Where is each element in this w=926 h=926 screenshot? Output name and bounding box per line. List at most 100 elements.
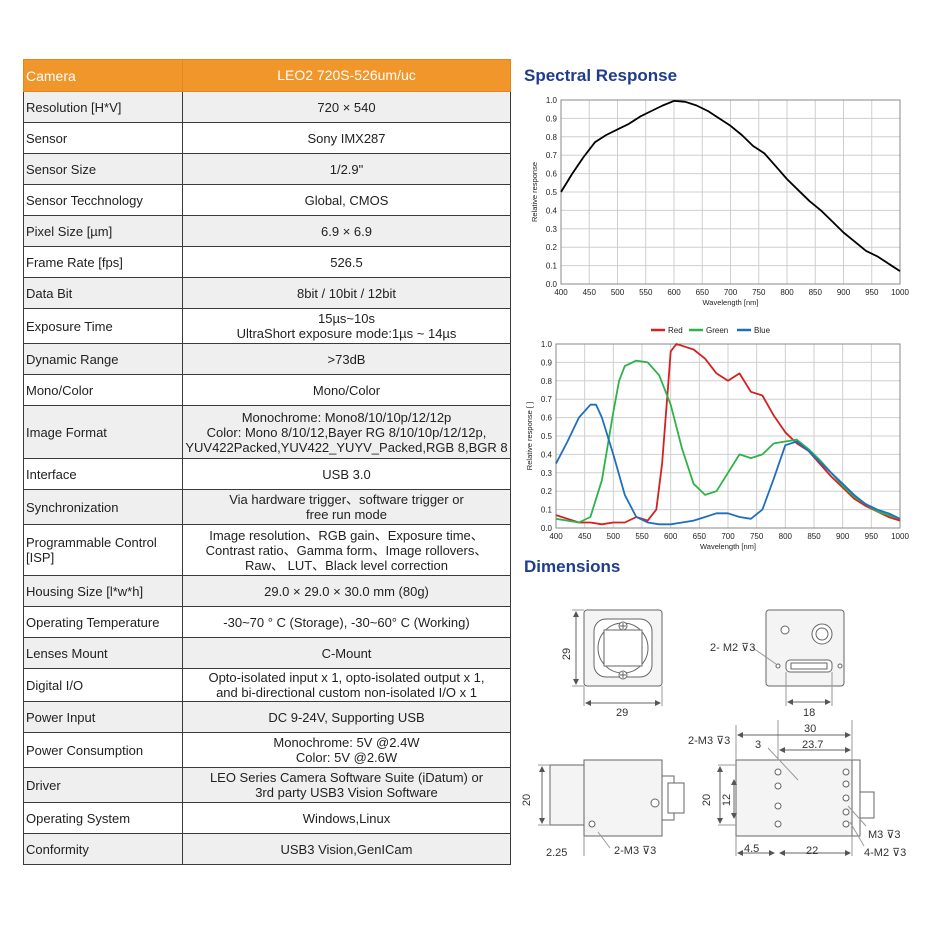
- spec-value-line: USB 3.0: [322, 466, 371, 482]
- spec-value-line: and bi-directional custom non-isolated I…: [216, 685, 477, 700]
- spec-value-line: Opto-isolated input x 1, opto-isolated o…: [208, 670, 485, 685]
- y-tick-label: 0.4: [541, 450, 553, 459]
- spec-label: Operating Temperature: [23, 606, 183, 638]
- y-axis-label: Relative response [ ]: [525, 402, 534, 470]
- dimensions-title: Dimensions: [524, 557, 621, 576]
- y-axis-label: Relative response: [530, 162, 539, 222]
- back-connector-label: 18: [803, 707, 815, 719]
- y-tick-label: 0.6: [546, 170, 558, 179]
- spec-row: Power Consumption Monochrome: 5V @2.4W Col…: [23, 732, 511, 768]
- right-height2-label: 12: [721, 794, 733, 806]
- spec-label: Housing Size [l*w*h]: [23, 575, 183, 607]
- y-tick-label: 0.5: [546, 188, 558, 197]
- x-axis-label: Wavelength [nm]: [700, 542, 756, 551]
- y-tick-label: 0.3: [546, 225, 558, 234]
- y-tick-label: 0.1: [546, 262, 558, 271]
- x-tick-label: 600: [664, 532, 678, 541]
- spec-value-line: Via hardware trigger、software trigger or: [229, 492, 464, 507]
- spec-value: 15µs~10s UltraShort exposure mode:1µs ~ 1…: [182, 308, 511, 344]
- x-tick-label: 700: [721, 532, 735, 541]
- spec-value: LEO Series Camera Software Suite (iDatum…: [182, 767, 511, 803]
- right-bottom-length-label: 22: [806, 845, 818, 857]
- spec-value-line: Contrast ratio、Gamma form、Image rollover…: [205, 542, 488, 558]
- x-axis-label: Wavelength [nm]: [703, 298, 759, 307]
- table-header-row: Camera LEO2 720S-526um/uc: [23, 59, 511, 92]
- right-m3-depth-label: 3: [894, 829, 900, 841]
- x-tick-label: 700: [724, 288, 738, 297]
- spec-value-line: UltraShort exposure mode:1µs ~ 14µs: [236, 326, 457, 341]
- spec-label: Power Consumption: [23, 732, 183, 768]
- spec-row: Conformity USB3 Vision,GenICam: [23, 833, 511, 865]
- left-holes-label: 2-M3: [614, 845, 639, 857]
- spec-value-line: Raw、 LUT、Black level correction: [244, 557, 448, 573]
- right-m3-label: M3: [868, 829, 883, 841]
- x-tick-label: 750: [752, 288, 766, 297]
- spec-value: Mono/Color: [182, 374, 511, 406]
- spec-value: 8bit / 10bit / 12bit: [182, 277, 511, 309]
- spec-label: Driver: [23, 767, 183, 803]
- svg-text:2- M2 ⊽3: 2- M2 ⊽3: [710, 642, 755, 654]
- spec-label: Dynamic Range: [23, 343, 183, 375]
- spec-row: Programmable Control [ISP] Image resoluti…: [23, 524, 511, 576]
- spec-label: Mono/Color: [23, 374, 183, 406]
- header-model: LEO2 720S-526um/uc: [182, 59, 511, 92]
- spec-label: Programmable Control [ISP]: [23, 524, 183, 576]
- series-line-blue: [555, 403, 901, 526]
- right-length-label: 30: [804, 723, 816, 735]
- left-height-label: 20: [521, 794, 533, 806]
- y-tick-label: 0.6: [541, 414, 553, 423]
- x-tick-label: 600: [667, 288, 681, 297]
- series-line-green: [555, 359, 901, 524]
- svg-text:4-M2 ⊽3: 4-M2 ⊽3: [864, 847, 906, 859]
- spec-value-line: Monochrome: Mono8/10/10p/12/12p: [241, 409, 452, 425]
- spec-value-line: -30~70 ° C (Storage), -30~60° C (Working…: [223, 614, 470, 630]
- spec-value: Image resolution、RGB gain、Exposure time、…: [182, 524, 511, 576]
- spec-label: Sensor: [23, 122, 183, 154]
- right-height-label: 20: [701, 794, 713, 806]
- spec-row: Housing Size [l*w*h] 29.0 × 29.0 × 30.0 m…: [23, 575, 511, 607]
- x-tick-label: 1000: [891, 532, 909, 541]
- header-label: Camera: [23, 59, 183, 92]
- spec-row: Exposure Time 15µs~10s UltraShort exposure…: [23, 308, 511, 344]
- spec-row: Synchronization Via hardware trigger、soft…: [23, 489, 511, 525]
- x-tick-label: 1000: [891, 288, 909, 297]
- spec-value: 6.9 × 6.9: [182, 215, 511, 247]
- x-tick-label: 950: [865, 288, 879, 297]
- spec-label: Sensor Size: [23, 153, 183, 185]
- svg-text:2-M3 ⊽3: 2-M3 ⊽3: [614, 845, 656, 857]
- spec-value-line: Color: Mono 8/10/12,Bayer RG 8/10/10p/12…: [206, 424, 487, 440]
- spec-row: Sensor Size 1/2.9": [23, 153, 511, 185]
- spec-value-line: 720 × 540: [317, 99, 376, 115]
- left-side-housing: [583, 759, 663, 837]
- legend-label: Green: [706, 326, 728, 335]
- spec-label: Conformity: [23, 833, 183, 865]
- y-tick-label: 0.4: [546, 206, 558, 215]
- spec-value: Monochrome: 5V @2.4W Color: 5V @2.6W: [182, 732, 511, 768]
- spec-value: C-Mount: [182, 637, 511, 669]
- y-tick-label: 0.3: [541, 469, 553, 478]
- back-holes-label: 2- M2: [710, 642, 738, 654]
- spec-value-line: >73dB: [327, 351, 366, 367]
- x-tick-label: 550: [635, 532, 649, 541]
- spec-row: Dynamic Range >73dB: [23, 343, 511, 375]
- x-tick-label: 550: [639, 288, 653, 297]
- spec-row: Resolution [H*V] 720 × 540: [23, 91, 511, 123]
- spec-row: Sensor Sony IMX287: [23, 122, 511, 154]
- spec-value-line: LEO Series Camera Software Suite (iDatum…: [209, 770, 484, 785]
- spec-value: 526.5: [182, 246, 511, 278]
- svg-text:2-M3 ⊽3: 2-M3 ⊽3: [688, 735, 730, 747]
- spec-row: Mono/Color Mono/Color: [23, 374, 511, 406]
- spec-label: Operating System: [23, 802, 183, 834]
- right-length2-label: 23.7: [802, 739, 823, 751]
- spec-value-line: 526.5: [330, 254, 363, 270]
- y-tick-label: 0.0: [541, 524, 553, 533]
- spec-value-line: Image resolution、RGB gain、Exposure time、: [209, 527, 484, 543]
- spec-row: Digital I/O Opto-isolated input x 1, opto…: [23, 668, 511, 702]
- spec-value: 720 × 540: [182, 91, 511, 123]
- right-offset-label: 3: [755, 739, 761, 751]
- spec-value-line: Mono/Color: [312, 382, 381, 398]
- y-tick-label: 0.9: [541, 358, 553, 367]
- right-m2-label: 4-M2: [864, 847, 889, 859]
- spec-label: Sensor Tecchnology: [23, 184, 183, 216]
- y-tick-label: 0.5: [541, 432, 553, 441]
